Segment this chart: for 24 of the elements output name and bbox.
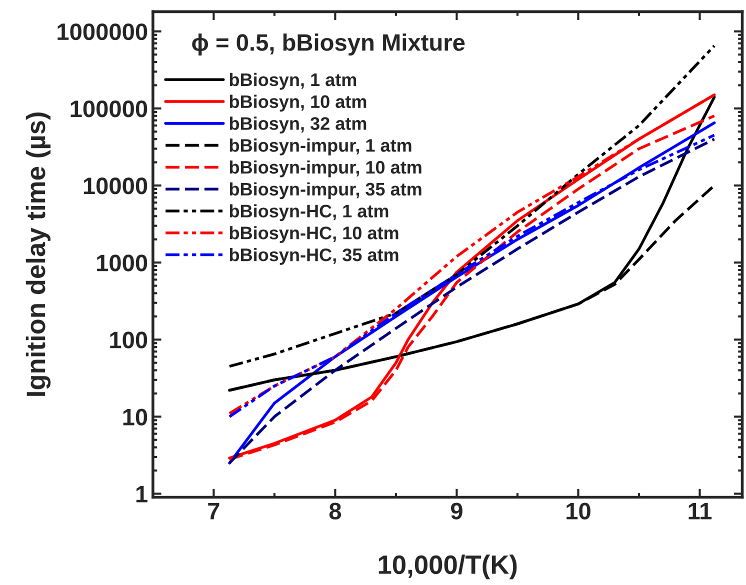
annotation: ϕ = 0.5, bBiosyn Mixture	[192, 34, 465, 56]
legend-label: bBiosyn, 1 atm	[230, 72, 356, 90]
x-tick-label: 7	[208, 502, 220, 520]
legend-label: bBiosyn-impur, 35 atm	[230, 182, 422, 200]
legend-label: bBiosyn, 10 atm	[230, 94, 366, 112]
x-tick-label: 10	[566, 502, 590, 520]
legend-label: bBiosyn-HC, 10 atm	[230, 226, 398, 243]
y-tick-label: 1000	[97, 254, 148, 272]
x-axis-title: 10,000/T(K)	[378, 554, 517, 580]
y-tick-label: 10	[123, 408, 148, 426]
legend-label: bBiosyn-HC, 35 atm	[230, 248, 398, 265]
y-tick-label: 1000000	[58, 23, 148, 40]
x-tick-label: 11	[688, 502, 712, 520]
y-axis-title: Ignition delay time (µs)	[26, 112, 51, 396]
y-tick-label: 100000	[70, 100, 148, 118]
legend-label: bBiosyn-impur, 1 atm	[230, 138, 412, 156]
y-tick-label: 1	[136, 486, 148, 502]
legend-label: bBiosyn-HC, 1 atm	[230, 204, 388, 222]
x-tick-label: 9	[450, 502, 462, 520]
legend-label: bBiosyn-impur, 10 atm	[230, 160, 422, 178]
y-tick-label: 100	[110, 332, 148, 348]
y-tick-label: 10000	[84, 178, 148, 194]
x-tick-label: 8	[329, 502, 342, 520]
legend-label: bBiosyn, 32 atm	[230, 116, 366, 134]
